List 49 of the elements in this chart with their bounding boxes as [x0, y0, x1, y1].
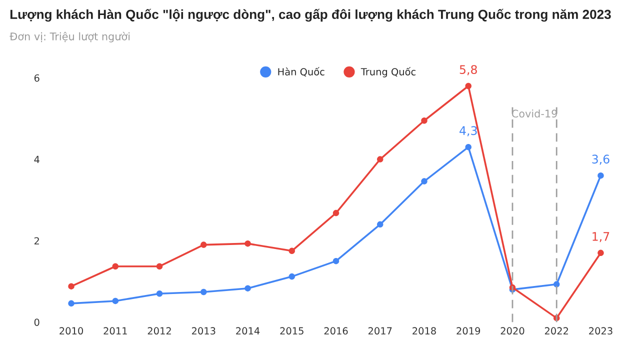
point: [465, 82, 472, 90]
point: [200, 242, 207, 248]
data-label: 3,6: [592, 154, 610, 165]
point: [376, 221, 384, 228]
point: [156, 290, 163, 297]
point: [68, 283, 74, 290]
x-tick-label: 2022: [544, 327, 568, 335]
chart-title: Lượng khách Hàn Quốc "lội ngược dòng", cao gấp đôi lượng khách Trung Quốc trong năm 2023: [10, 8, 611, 22]
point: [598, 172, 604, 179]
point: [332, 210, 340, 216]
point: [288, 273, 296, 280]
x-tick-label: 2013: [192, 327, 216, 335]
point: [332, 258, 340, 264]
chart-subtitle: Đơn vị: Triệu lượt người: [10, 32, 130, 42]
data-label: 1,7: [592, 232, 610, 242]
y-tick-label: 6: [34, 74, 40, 82]
point: [465, 144, 472, 150]
x-tick-label: 2020: [500, 327, 524, 335]
y-tick-label: 4: [34, 156, 40, 163]
point: [244, 240, 251, 247]
point: [112, 263, 119, 270]
y-tick-label: 2: [34, 237, 39, 244]
point: [421, 118, 428, 124]
point: [156, 263, 163, 270]
x-tick-label: 2015: [280, 327, 304, 335]
x-tick-label: 2017: [368, 327, 392, 335]
point: [598, 250, 604, 256]
point: [376, 156, 384, 162]
data-label: 5,8: [460, 65, 477, 76]
data-label: 4,3: [460, 126, 477, 136]
x-tick-label: 2010: [60, 327, 83, 335]
point: [553, 281, 560, 288]
legend-label: Hàn Quốc: [278, 67, 324, 77]
x-tick-label: 2023: [589, 327, 612, 335]
point: [244, 285, 251, 292]
x-tick-label: 2012: [148, 327, 171, 335]
point: [421, 178, 428, 184]
annotation: Covid-19: [512, 109, 557, 118]
point: [288, 248, 296, 254]
x-tick-label: 2019: [456, 327, 480, 335]
x-tick-label: 2016: [324, 327, 348, 335]
y-tick-label: 0: [34, 318, 40, 326]
point: [68, 300, 74, 307]
point: [200, 288, 207, 296]
x-tick-label: 2018: [412, 327, 436, 335]
x-tick-label: 2011: [104, 327, 127, 335]
point: [112, 298, 119, 304]
legend-label: Trung Quốc: [360, 67, 416, 78]
x-tick-label: 2014: [236, 327, 260, 335]
